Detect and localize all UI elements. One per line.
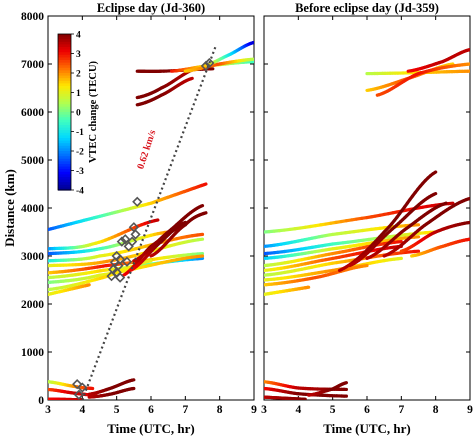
series-segment xyxy=(444,203,446,204)
colorbar-tick-label: 2 xyxy=(76,70,81,80)
x-tick-label: 8 xyxy=(217,404,223,416)
x-tick-label: 9 xyxy=(467,404,473,416)
colorbar-tick-label: -4 xyxy=(76,187,84,197)
colorbar-tick-label: -3 xyxy=(76,167,84,177)
series-segment xyxy=(433,172,436,174)
y-tick-label: 4000 xyxy=(21,203,44,215)
x-tick-label: 3 xyxy=(261,404,267,416)
y-tick-label: 3000 xyxy=(21,251,44,263)
y-axis-label: Distance (km) xyxy=(2,169,17,247)
colorbar-label: VTEC change (TECU) xyxy=(88,60,99,163)
series-segment xyxy=(198,239,203,240)
panel-eclipse-day: Eclipse day (Jd-360) 3 4 5 6 7 8 9 Time (UTC, hr… xyxy=(2,1,257,436)
series-line-18 xyxy=(264,397,305,399)
x-tick-label: 5 xyxy=(330,404,336,416)
series-segment xyxy=(184,222,185,223)
y-tick-label: 7000 xyxy=(21,59,44,71)
y-tick-label: 5000 xyxy=(21,155,44,167)
x-axis-label: Time (UTC, hr) xyxy=(323,421,411,436)
x-tick-label: 6 xyxy=(364,404,370,416)
x-tick-label: 5 xyxy=(114,404,120,416)
series-segment xyxy=(434,194,436,195)
x-tick-label: 6 xyxy=(148,404,154,416)
colorbar-tick-label: 0 xyxy=(76,109,81,119)
chart-title: Eclipse day (Jd-360) xyxy=(97,1,205,15)
colorbar-tick-label: 4 xyxy=(76,31,81,41)
chart-title: Before eclipse day (Jd-359) xyxy=(295,1,439,15)
x-axis-label: Time (UTC, hr) xyxy=(107,421,195,436)
x-tick-label: 4 xyxy=(295,404,301,416)
colorbar-tick-label: 1 xyxy=(76,89,81,99)
y-tick-label: 0 xyxy=(38,395,44,407)
series-segment xyxy=(197,234,202,235)
colorbar-tick-label: 3 xyxy=(76,50,81,60)
y-tick-label: 8000 xyxy=(21,11,44,23)
y-tick-label: 2000 xyxy=(21,299,44,311)
y-tick-label: 6000 xyxy=(21,107,44,119)
y-tick-label: 1000 xyxy=(21,347,44,359)
series-line-19 xyxy=(48,399,82,400)
x-tick-label: 4 xyxy=(79,404,85,416)
colorbar-tick-label: -2 xyxy=(76,148,84,158)
x-tick-label: 8 xyxy=(433,404,439,416)
panel-before-eclipse-day: Before eclipse day (Jd-359) 3 4 5 6 7 8 9 Time (… xyxy=(261,1,473,436)
series-segment xyxy=(197,256,202,257)
series-segment xyxy=(468,198,470,199)
x-tick-label: 7 xyxy=(398,404,404,416)
x-tick-label: 7 xyxy=(182,404,188,416)
x-tick-label: 9 xyxy=(251,404,257,416)
series-segment xyxy=(201,206,203,207)
series-segment xyxy=(155,220,158,221)
x-tick-label: 3 xyxy=(45,404,51,416)
colorbar-tick-label: -1 xyxy=(76,128,84,138)
